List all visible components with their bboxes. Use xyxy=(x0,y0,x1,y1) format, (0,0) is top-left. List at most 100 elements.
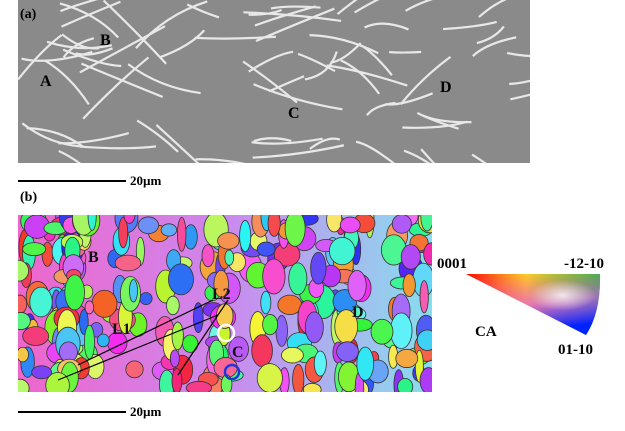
lamella-boundary xyxy=(309,34,379,55)
lamella-boundary xyxy=(509,79,530,85)
lamella-boundary xyxy=(43,59,90,106)
grain xyxy=(96,333,110,348)
grain xyxy=(166,295,180,316)
lamella-boundary xyxy=(135,0,208,49)
lamella-boundary xyxy=(253,137,292,143)
grain xyxy=(31,365,53,380)
grain xyxy=(262,314,279,336)
trace-line xyxy=(57,314,219,381)
grain xyxy=(256,241,276,257)
lamella-boundary xyxy=(155,124,200,163)
scale-bar-b xyxy=(18,411,126,413)
lamella-boundary xyxy=(243,11,342,22)
scale-bar-a-label: 20µm xyxy=(130,173,162,188)
grain xyxy=(18,259,29,282)
grain xyxy=(185,380,212,392)
grain xyxy=(262,258,286,295)
trace-line xyxy=(77,299,214,366)
lamella-boundary xyxy=(472,36,517,57)
grain xyxy=(281,346,304,364)
grain xyxy=(256,363,283,392)
lamella-boundary xyxy=(253,83,343,111)
grain xyxy=(129,279,138,303)
grain xyxy=(275,315,288,347)
lamella-boundary xyxy=(75,47,113,56)
lamella-boundary xyxy=(354,0,380,14)
grain xyxy=(419,367,432,392)
marker-d-a: D xyxy=(440,79,452,96)
ipf-color-key xyxy=(466,274,601,335)
lamella-boundary xyxy=(251,137,323,145)
grain xyxy=(260,290,272,315)
marker-c-b: C xyxy=(232,344,244,361)
grain xyxy=(288,262,308,296)
grain xyxy=(239,220,252,253)
lamella-boundary xyxy=(443,20,497,31)
grain xyxy=(79,309,89,335)
marker-l1: L1 xyxy=(112,321,131,338)
scale-bar-b-label: 20µm xyxy=(130,404,162,419)
ebsd-map xyxy=(18,215,432,392)
grain xyxy=(168,263,194,296)
grain xyxy=(267,215,281,237)
grain xyxy=(22,326,50,346)
grain xyxy=(83,324,95,360)
lamella-boundary xyxy=(61,0,121,28)
grain xyxy=(84,300,95,315)
grain xyxy=(171,368,183,392)
grain xyxy=(29,286,53,318)
blue-circle-marker xyxy=(223,363,241,381)
panel-b-label: (b) xyxy=(20,190,38,205)
grain xyxy=(395,348,419,368)
grain xyxy=(182,334,199,353)
lamella-boundary xyxy=(355,140,396,163)
grain xyxy=(228,336,249,362)
lamella-boundary xyxy=(79,145,157,150)
lamella-boundary xyxy=(62,48,122,68)
lamella-boundary xyxy=(18,34,63,81)
grain xyxy=(201,244,215,268)
lamella-boundary xyxy=(309,137,341,150)
lamella-boundary xyxy=(476,25,505,45)
marker-c-a: C xyxy=(288,105,300,122)
lamella-boundary xyxy=(304,51,338,81)
lamella-boundary xyxy=(416,112,459,130)
lamella-boundary xyxy=(510,93,530,101)
grain xyxy=(114,254,142,272)
lamella-boundary xyxy=(58,149,82,163)
grain xyxy=(169,349,180,368)
grain xyxy=(64,274,85,311)
grain xyxy=(310,251,327,285)
lamella-boundary xyxy=(330,42,362,64)
lamella-boundary xyxy=(195,158,246,163)
grain xyxy=(87,215,97,231)
grain xyxy=(224,249,235,266)
lamella-boundary xyxy=(255,7,335,42)
grain xyxy=(193,302,204,333)
lamella-boundary xyxy=(326,64,408,87)
lamella-boundary xyxy=(254,5,317,27)
grain xyxy=(397,377,414,392)
lamella-boundary xyxy=(506,51,530,58)
marker-d-b: D xyxy=(352,304,364,321)
lamella-boundary xyxy=(389,50,422,54)
grain xyxy=(416,329,432,351)
grain xyxy=(251,334,273,368)
grain xyxy=(160,223,178,237)
grain xyxy=(356,346,375,381)
lamella-boundary xyxy=(26,127,85,148)
lamella-boundary xyxy=(46,40,112,50)
marker-l2: L2 xyxy=(212,286,231,303)
lamella-boundary xyxy=(405,0,433,12)
grain xyxy=(347,269,367,302)
lamella-boundary xyxy=(252,144,345,159)
grain xyxy=(18,378,30,392)
grain xyxy=(18,346,29,363)
grain xyxy=(390,312,413,349)
grain xyxy=(370,318,394,345)
grain xyxy=(328,236,356,266)
grain xyxy=(284,215,306,247)
lamella-boundary xyxy=(158,29,206,59)
trace-line xyxy=(177,299,229,376)
grain xyxy=(419,280,429,314)
